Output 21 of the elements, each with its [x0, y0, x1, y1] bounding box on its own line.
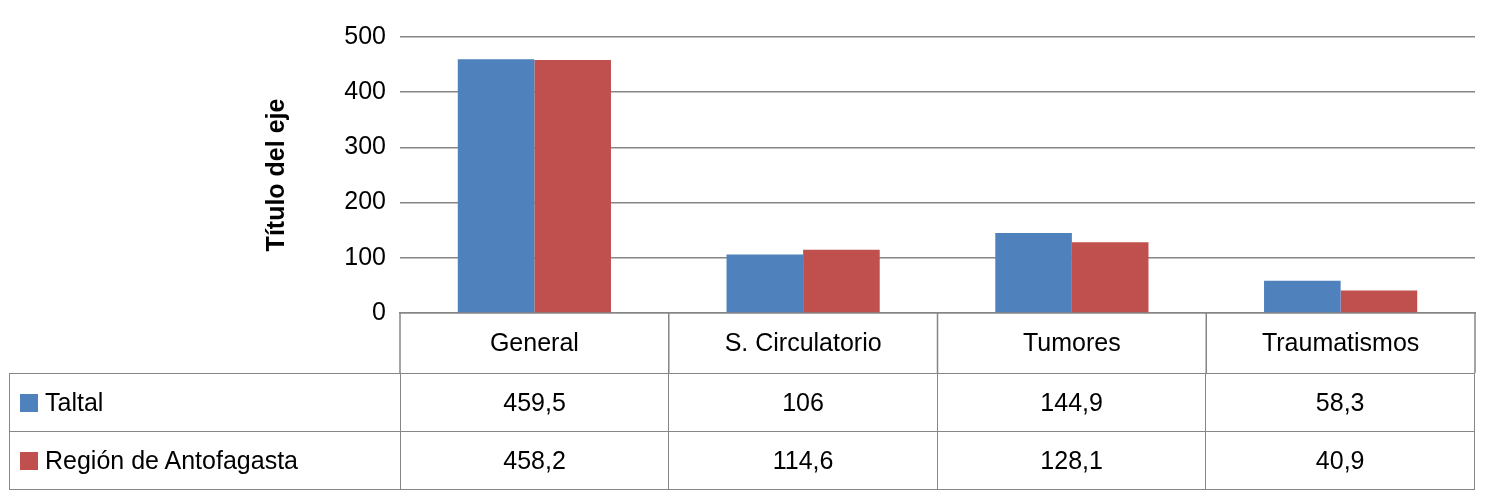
x-tick-label: S. Circulatorio: [724, 327, 882, 356]
y-axis-title: Título del eje: [260, 98, 289, 252]
y-tick-label: 100: [344, 241, 386, 270]
x-tick-label: General: [489, 327, 579, 356]
data-label: 58,3: [1206, 374, 1475, 431]
data-label: 114,6: [669, 432, 938, 489]
data-label: 459,5: [400, 374, 670, 431]
y-tick-label: 0: [372, 296, 386, 325]
legend-label: Región de Antofagasta: [45, 446, 298, 475]
data-label: 106: [669, 374, 938, 431]
y-tick-label: 200: [344, 186, 386, 215]
y-tick-label: 400: [344, 76, 386, 105]
data-label: 144,9: [937, 374, 1207, 431]
data-label: 128,1: [937, 432, 1207, 489]
y-tick-label: 300: [344, 131, 386, 160]
y-tick-label: 500: [344, 20, 386, 49]
legend-label: Taltal: [45, 388, 104, 417]
x-tick-label: Traumatismos: [1261, 327, 1420, 356]
data-label: 458,2: [400, 432, 670, 489]
x-tick-label: Tumores: [1023, 327, 1121, 356]
data-label: 40,9: [1206, 432, 1475, 489]
